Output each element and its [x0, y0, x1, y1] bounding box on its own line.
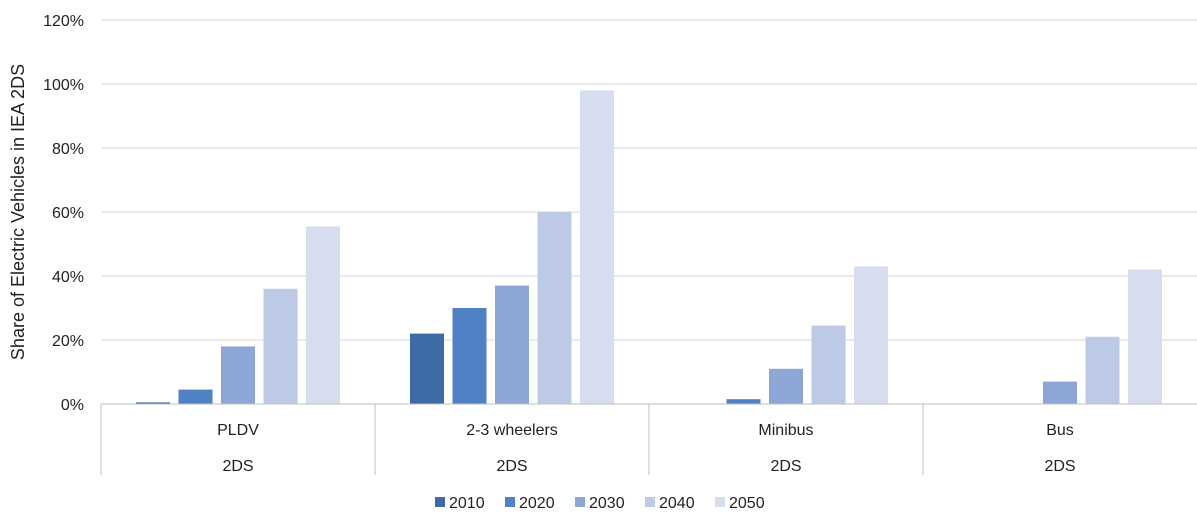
bar-2020 — [452, 308, 487, 404]
y-tick-label: 60% — [52, 205, 84, 222]
bar-2050 — [580, 90, 614, 405]
subcategory-label: 2DS — [496, 458, 527, 475]
category-label: Minibus — [758, 422, 813, 439]
y-tick-label: 0% — [61, 397, 84, 414]
bar-2040 — [1085, 336, 1120, 404]
bar-2050 — [854, 266, 888, 404]
y-axis-ticks: 0% 20% 40% 60% 80% 100% 120% — [43, 13, 84, 414]
bar-2020 — [726, 399, 761, 404]
bar-2030 — [495, 285, 529, 404]
bar-2010 — [136, 402, 170, 404]
subcategory-label: 2DS — [222, 458, 253, 475]
y-axis-label: Share of Electric Vehicles in IEA 2DS — [8, 64, 28, 360]
bar-2020 — [178, 389, 213, 404]
legend-swatch — [435, 497, 445, 507]
category-label: Bus — [1046, 422, 1074, 439]
legend-label: 2050 — [729, 495, 765, 512]
bar-2010 — [410, 333, 444, 404]
legend-label: 2010 — [449, 495, 485, 512]
bar-2030 — [221, 346, 255, 404]
y-tick-label: 120% — [43, 13, 84, 30]
legend-swatch — [715, 497, 725, 507]
legend-swatch — [505, 497, 515, 507]
subcategory-label: 2DS — [1044, 458, 1075, 475]
legend-label: 2030 — [589, 495, 625, 512]
legend: 2010 2020 2030 2040 2050 — [435, 495, 765, 512]
y-tick-label: 100% — [43, 77, 84, 94]
x-axis: PLDV 2DS 2-3 wheelers 2DS Minibus 2DS Bus 2DS — [100, 403, 1197, 475]
bar-2040 — [537, 212, 572, 404]
bar-2050 — [306, 226, 340, 404]
bar-2040 — [811, 325, 846, 404]
bar-2030 — [769, 368, 803, 404]
legend-label: 2040 — [659, 495, 695, 512]
y-tick-label: 40% — [52, 269, 84, 286]
category-label: PLDV — [217, 422, 259, 439]
gridlines — [101, 19, 1197, 341]
category-label: 2-3 wheelers — [466, 422, 558, 439]
legend-swatch — [645, 497, 655, 507]
bar-2040 — [263, 288, 298, 404]
bar-2050 — [1128, 269, 1162, 404]
bars — [136, 90, 1162, 405]
legend-label: 2020 — [519, 495, 555, 512]
y-tick-label: 80% — [52, 141, 84, 158]
subcategory-label: 2DS — [770, 458, 801, 475]
y-tick-label: 20% — [52, 333, 84, 350]
bar-2030 — [1043, 381, 1077, 404]
legend-swatch — [575, 497, 585, 507]
